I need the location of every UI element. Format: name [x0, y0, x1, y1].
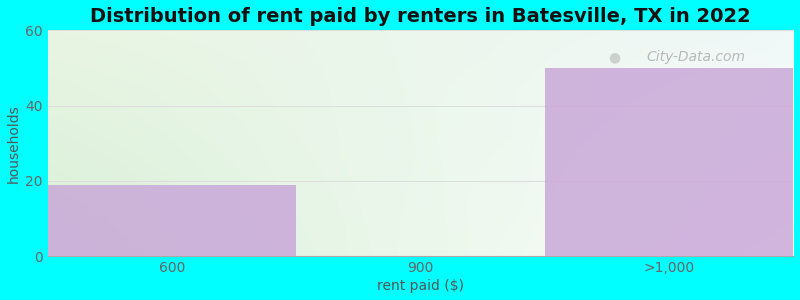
- Title: Distribution of rent paid by renters in Batesville, TX in 2022: Distribution of rent paid by renters in …: [90, 7, 750, 26]
- Bar: [47, 184, 296, 256]
- Text: City-Data.com: City-Data.com: [646, 50, 746, 64]
- Y-axis label: households: households: [7, 104, 21, 182]
- Bar: [545, 68, 793, 256]
- X-axis label: rent paid ($): rent paid ($): [377, 279, 464, 293]
- Text: ●: ●: [608, 50, 620, 64]
